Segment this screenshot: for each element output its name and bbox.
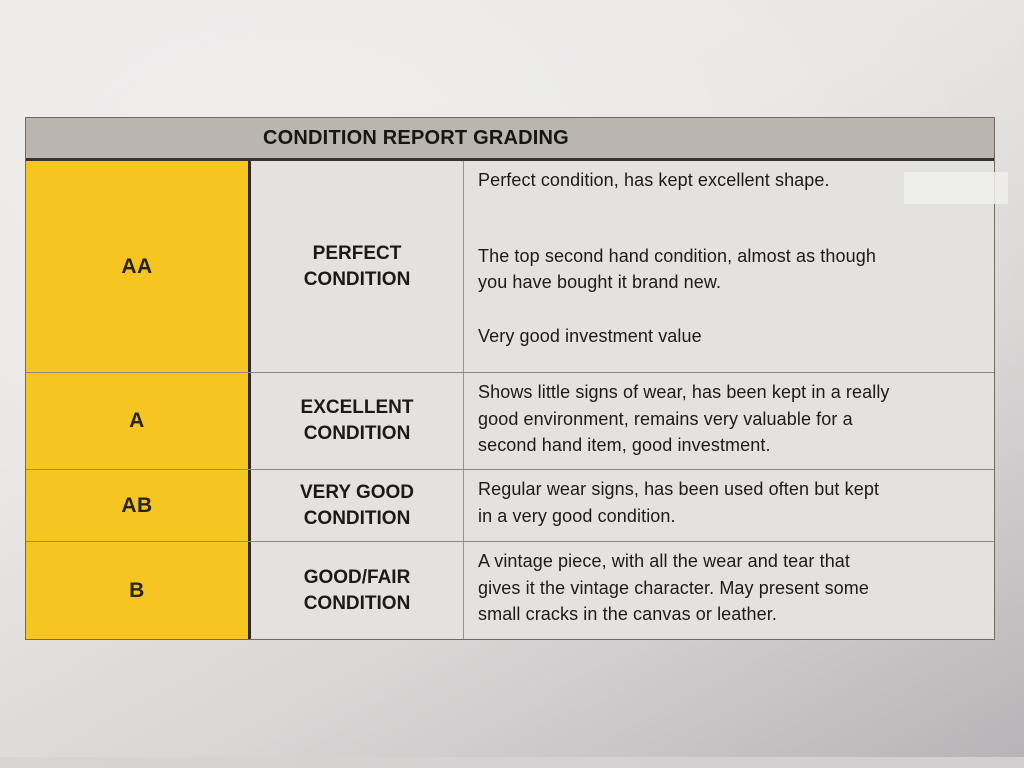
description-paragraph: The top second hand condition, almost as… [478, 245, 876, 293]
condition-name: VERY GOOD CONDITION [299, 481, 415, 529]
description-paragraph: Regular wear signs, has been used often … [478, 479, 880, 526]
condition-name: PERFECT CONDITION [303, 242, 411, 290]
description-paragraph: Perfect condition, has kept excellent sh… [478, 170, 830, 190]
description-paragraph: Shows little signs of wear, has been kep… [478, 382, 890, 455]
grade-cell: AB [26, 470, 251, 541]
grade-cell: B [26, 542, 251, 639]
condition-description-cell: Shows little signs of wear, has been kep… [464, 373, 994, 469]
condition-name: EXCELLENT CONDITION [300, 397, 414, 444]
condition-name: GOOD/FAIR CONDITION [303, 566, 411, 614]
description-paragraph: Very good investment value [478, 325, 702, 346]
condition-name-cell: GOOD/FAIR CONDITION [251, 542, 464, 639]
condition-name-cell: VERY GOOD CONDITION [251, 470, 464, 541]
grade-cell: AA [26, 161, 251, 372]
condition-name-cell: PERFECT CONDITION [251, 161, 464, 372]
table-row: AB VERY GOOD CONDITION Regular wear sign… [26, 470, 994, 542]
grade-code: AA [121, 254, 153, 278]
table-row: B GOOD/FAIR CONDITION A vintage piece, w… [26, 542, 994, 639]
condition-name-cell: EXCELLENT CONDITION [251, 373, 464, 469]
table-rows: AA PERFECT CONDITION Perfect condition, … [26, 161, 994, 639]
grade-code: B [129, 578, 145, 602]
table-title: CONDITION REPORT GRADING [263, 126, 569, 149]
description-paragraph: A vintage piece, with all the wear and t… [478, 551, 869, 624]
grade-code: AB [121, 493, 153, 517]
table-row: AA PERFECT CONDITION Perfect condition, … [26, 161, 994, 373]
table-row: A EXCELLENT CONDITION Shows little signs… [26, 373, 994, 470]
table-header-bar: CONDITION REPORT GRADING [26, 118, 994, 161]
condition-grading-table: CONDITION REPORT GRADING AA PERFECT COND… [25, 117, 1008, 640]
grade-code: A [129, 409, 145, 432]
condition-description-cell: A vintage piece, with all the wear and t… [464, 542, 994, 639]
condition-description-cell: Perfect condition, has kept excellent sh… [464, 161, 994, 372]
condition-description-cell: Regular wear signs, has been used often … [464, 470, 994, 541]
paper-bottom-edge [0, 757, 1024, 768]
grade-cell: A [26, 373, 251, 469]
